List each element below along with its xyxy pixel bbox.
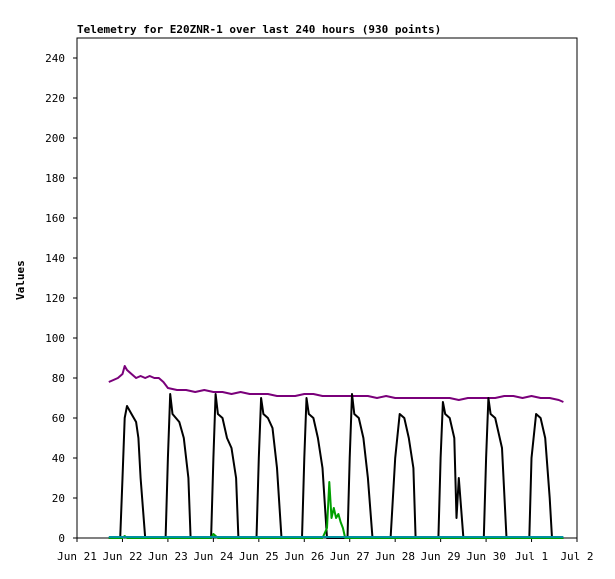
- y-tick-label: 200: [45, 132, 65, 145]
- x-tick-label: Jul 2: [560, 550, 593, 563]
- x-tick-label: Jun 27: [330, 550, 370, 563]
- x-tick-label: Jun 21: [57, 550, 97, 563]
- series-line-2: [108, 393, 564, 539]
- x-tick-label: Jun 30: [466, 550, 506, 563]
- y-tick-label: 100: [45, 332, 65, 345]
- series-layer: [108, 365, 564, 539]
- y-tick-label: 220: [45, 92, 65, 105]
- y-tick-label: 180: [45, 172, 65, 185]
- y-axis: 0 20 40 60 80 100 120 140 160 180 200 220 240: [45, 52, 77, 545]
- x-tick-label: Jun 22: [103, 550, 143, 563]
- chart-title: Telemetry for E20ZNR-1 over last 240 hou…: [77, 23, 442, 36]
- x-tick-label: Jun 23: [148, 550, 188, 563]
- x-tick-label: Jul 1: [515, 550, 548, 563]
- y-tick-label: 140: [45, 252, 65, 265]
- y-tick-label: 40: [52, 452, 65, 465]
- y-tick-label: 20: [52, 492, 65, 505]
- y-tick-label: 240: [45, 52, 65, 65]
- x-tick-label: Jun 26: [284, 550, 324, 563]
- y-tick-label: 0: [58, 532, 65, 545]
- y-tick-label: 80: [52, 372, 65, 385]
- y-tick-label: 120: [45, 292, 65, 305]
- y-tick-label: 60: [52, 412, 65, 425]
- y-tick-label: 160: [45, 212, 65, 225]
- x-tick-label: Jun 29: [421, 550, 461, 563]
- x-tick-label: Jun 25: [239, 550, 279, 563]
- series-line-1: [108, 365, 564, 403]
- x-axis: Jun 21 Jun 22 Jun 23 Jun 24 Jun 25 Jun 26 Jun …: [57, 538, 594, 563]
- x-tick-label: Jun 24: [193, 550, 233, 563]
- x-tick-label: Jun 28: [375, 550, 415, 563]
- plot-frame: [76, 37, 578, 539]
